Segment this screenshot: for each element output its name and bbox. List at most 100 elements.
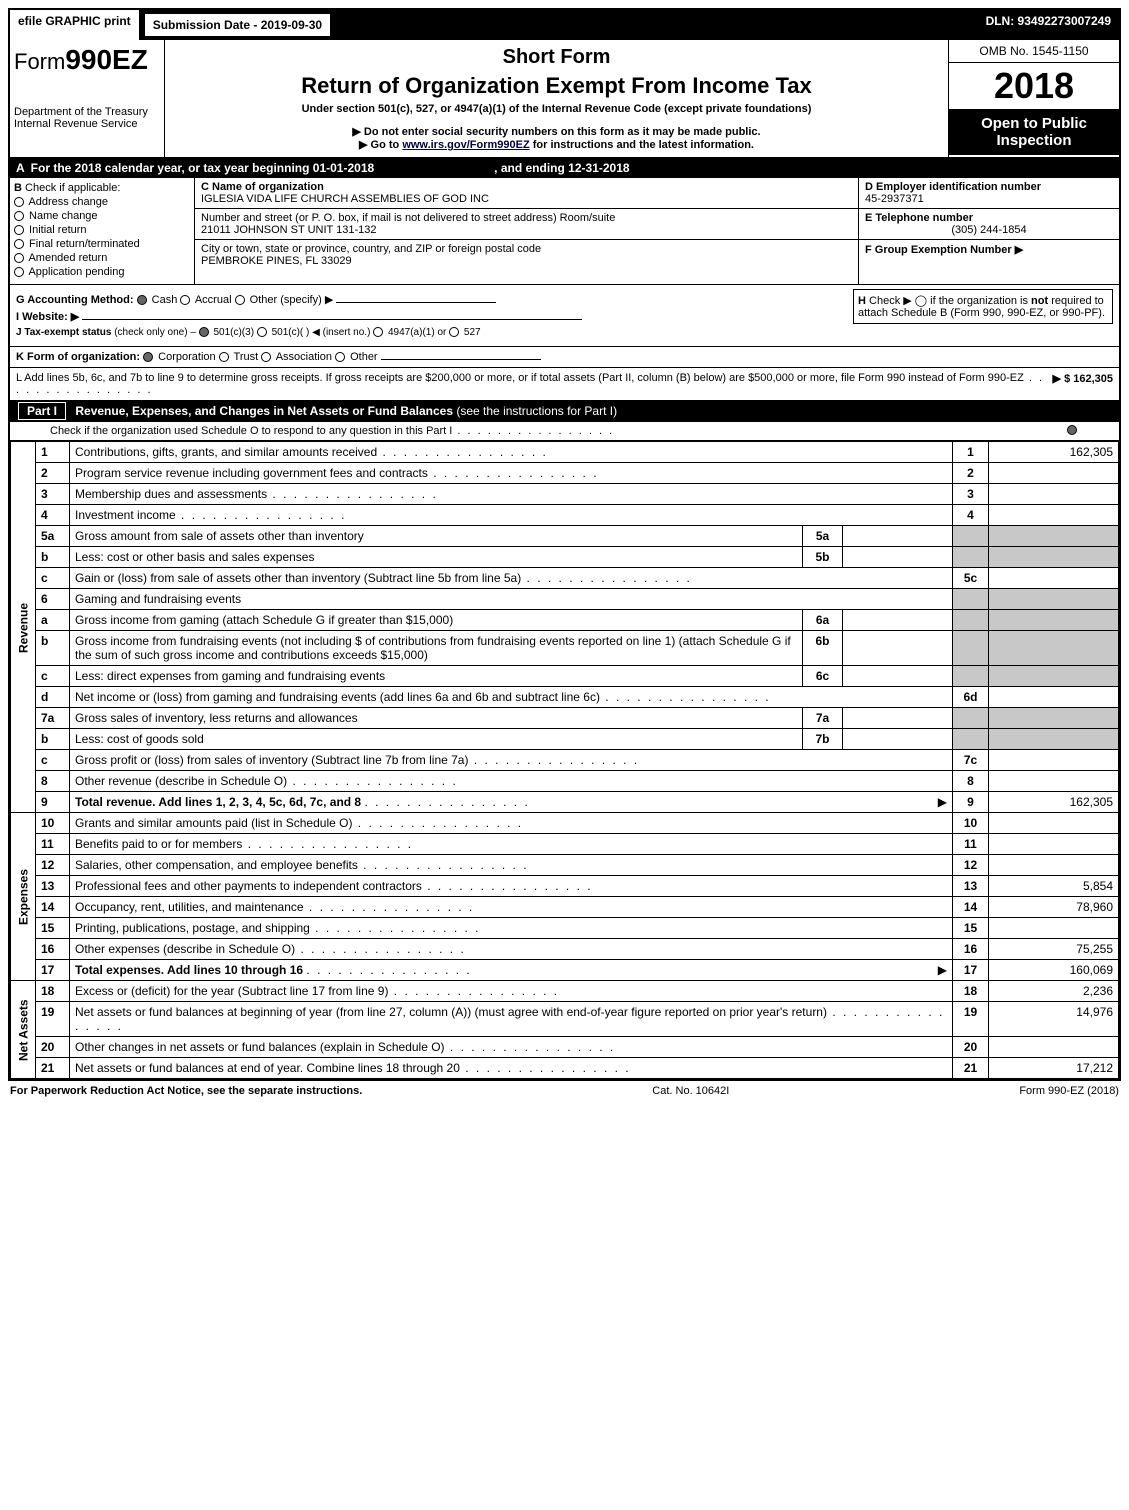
line-desc: Net income or (loss) from gaming and fun…: [70, 687, 953, 708]
line-row: 4Investment income4: [11, 505, 1119, 526]
line-desc: Membership dues and assessments: [70, 484, 953, 505]
line-desc: Gross amount from sale of assets other t…: [70, 526, 803, 547]
line-row: 13Professional fees and other payments t…: [11, 876, 1119, 897]
section-label: Expenses: [11, 813, 36, 981]
line-desc: Other changes in net assets or fund bala…: [70, 1037, 953, 1058]
e-label: E Telephone number: [865, 212, 973, 224]
form-990ez: 990EZ: [65, 44, 148, 75]
g-option[interactable]: Other (specify) ▶: [235, 294, 337, 306]
k-label: K Form of organization:: [16, 351, 140, 363]
checkbox-address-change[interactable]: Address change: [14, 196, 190, 208]
k-option[interactable]: Association: [261, 351, 335, 363]
g-option[interactable]: Accrual: [180, 294, 234, 306]
irs-link[interactable]: www.irs.gov/Form990EZ: [402, 139, 529, 151]
line-number: a: [36, 610, 70, 631]
line-row: cLess: direct expenses from gaming and f…: [11, 666, 1119, 687]
j-option[interactable]: 501(c)( ) ◀ (insert no.): [257, 327, 373, 338]
line-number: c: [36, 568, 70, 589]
shaded-cell: [989, 631, 1119, 666]
h-not: not: [1031, 295, 1048, 307]
website-input[interactable]: [82, 319, 582, 320]
checkbox-amended-return[interactable]: Amended return: [14, 252, 190, 264]
submission-date: Submission Date - 2019-09-30: [143, 12, 332, 38]
shaded-cell: [953, 729, 989, 750]
return-title: Return of Organization Exempt From Incom…: [169, 73, 944, 99]
k-option[interactable]: Corporation: [143, 351, 219, 363]
sub-value: [843, 526, 953, 547]
row-a: A For the 2018 calendar year, or tax yea…: [10, 158, 1119, 178]
line-number: b: [36, 547, 70, 568]
k-option[interactable]: Other: [335, 351, 381, 363]
efile-print-button[interactable]: efile GRAPHIC print: [10, 10, 141, 40]
goto-post: for instructions and the latest informat…: [530, 139, 754, 151]
amount: 78,960: [989, 897, 1119, 918]
amount: [989, 813, 1119, 834]
line-desc: Gross profit or (loss) from sales of inv…: [70, 750, 953, 771]
line-number: 21: [36, 1058, 70, 1079]
right-line-number: 6d: [953, 687, 989, 708]
j-option[interactable]: 501(c)(3): [199, 327, 257, 338]
j-option[interactable]: 4947(a)(1) or: [373, 327, 449, 338]
amount: [989, 1037, 1119, 1058]
k-option[interactable]: Trust: [219, 351, 262, 363]
right-line-number: 8: [953, 771, 989, 792]
line-desc: Printing, publications, postage, and shi…: [70, 918, 953, 939]
line-row: 7aGross sales of inventory, less returns…: [11, 708, 1119, 729]
line-number: 6: [36, 589, 70, 610]
line-row: 15Printing, publications, postage, and s…: [11, 918, 1119, 939]
sub-value: [843, 631, 953, 666]
lines-table: Revenue1Contributions, gifts, grants, an…: [10, 441, 1119, 1079]
line-desc: Investment income: [70, 505, 953, 526]
shaded-cell: [989, 589, 1119, 610]
checkbox-initial-return[interactable]: Initial return: [14, 224, 190, 236]
section-label: Net Assets: [11, 981, 36, 1079]
amount: 160,069: [989, 960, 1119, 981]
goto-pre: ▶ Go to: [359, 139, 402, 151]
line-row: 5aGross amount from sale of assets other…: [11, 526, 1119, 547]
h-text1: Check ▶ ◯ if the organization is: [869, 295, 1031, 307]
form-container: efile GRAPHIC print Submission Date - 20…: [8, 8, 1121, 1081]
l-text: L Add lines 5b, 6c, and 7b to line 9 to …: [16, 372, 1045, 396]
g-other-input[interactable]: [336, 302, 496, 303]
check-applicable: Check if applicable:: [25, 182, 120, 194]
shaded-cell: [953, 708, 989, 729]
line-number: 9: [36, 792, 70, 813]
line-row: 3Membership dues and assessments3: [11, 484, 1119, 505]
sub-value: [843, 610, 953, 631]
sub-number: 5b: [803, 547, 843, 568]
line-number: 12: [36, 855, 70, 876]
shaded-cell: [989, 708, 1119, 729]
line-j: J Tax-exempt status (check only one) – 5…: [16, 327, 1113, 338]
line-number: 16: [36, 939, 70, 960]
line-row: 16Other expenses (describe in Schedule O…: [11, 939, 1119, 960]
right-line-number: 15: [953, 918, 989, 939]
line-desc: Gross income from fundraising events (no…: [70, 631, 803, 666]
line-number: 1: [36, 442, 70, 463]
form-number: Form990EZ: [14, 44, 160, 76]
sub-value: [843, 729, 953, 750]
sub-value: [843, 708, 953, 729]
shaded-cell: [989, 729, 1119, 750]
line-row: 19Net assets or fund balances at beginni…: [11, 1002, 1119, 1037]
checkbox-final-return-terminated[interactable]: Final return/terminated: [14, 238, 190, 250]
line-row: 12Salaries, other compensation, and empl…: [11, 855, 1119, 876]
line-row: 9Total revenue. Add lines 1, 2, 3, 4, 5c…: [11, 792, 1119, 813]
line-row: bGross income from fundraising events (n…: [11, 631, 1119, 666]
checkbox-application-pending[interactable]: Application pending: [14, 266, 190, 278]
h-label: H: [858, 295, 866, 307]
line-row: bLess: cost of goods sold7b: [11, 729, 1119, 750]
k-other-input[interactable]: [381, 359, 541, 360]
sub-number: 5a: [803, 526, 843, 547]
g-option[interactable]: Cash: [137, 294, 181, 306]
part1-label: Part I: [18, 402, 66, 420]
part1-check[interactable]: [1067, 425, 1077, 435]
checkbox-name-change[interactable]: Name change: [14, 210, 190, 222]
line-desc: Contributions, gifts, grants, and simila…: [70, 442, 953, 463]
shaded-cell: [989, 610, 1119, 631]
j-option[interactable]: 527: [449, 327, 480, 338]
amount: [989, 750, 1119, 771]
footer: For Paperwork Reduction Act Notice, see …: [8, 1081, 1121, 1101]
amount: 14,976: [989, 1002, 1119, 1037]
amount: [989, 918, 1119, 939]
col-c: C Name of organization IGLESIA VIDA LIFE…: [195, 178, 859, 284]
